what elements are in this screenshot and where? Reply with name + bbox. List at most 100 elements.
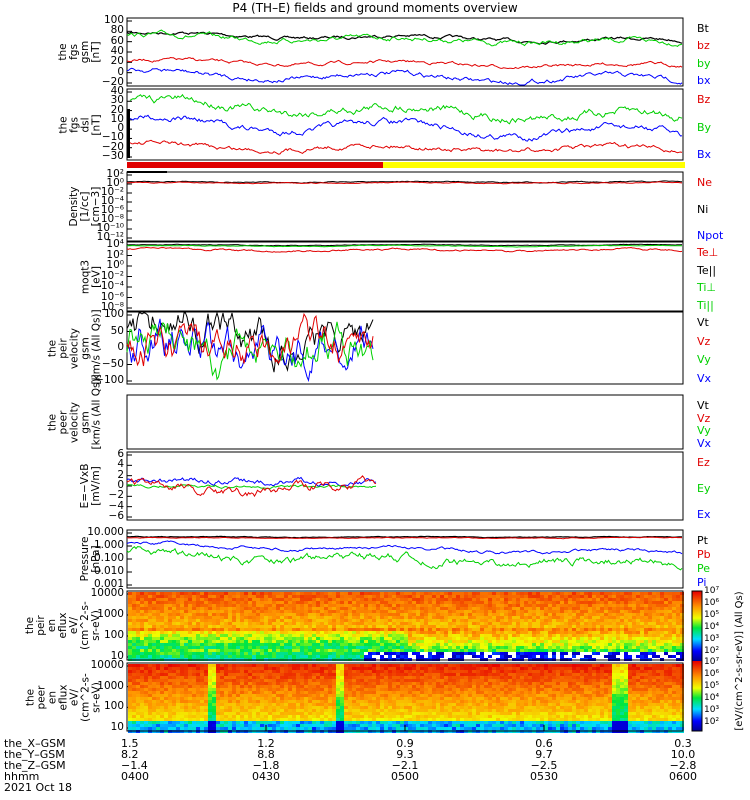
spectrogram-cell: [624, 592, 628, 595]
spectrogram-cell: [368, 718, 372, 721]
spectrogram-cell: [340, 685, 344, 688]
spectrogram-cell: [488, 625, 492, 628]
spectrogram-cell: [292, 628, 296, 631]
spectrogram-cell: [344, 595, 348, 598]
spectrogram-cell: [196, 598, 200, 601]
spectrogram-cell: [192, 679, 196, 682]
spectrogram-cell: [560, 625, 564, 628]
spectrogram-cell: [472, 598, 476, 601]
spectrogram-cell: [340, 721, 344, 724]
spectrogram-cell: [324, 652, 328, 655]
spectrogram-cell: [132, 610, 136, 613]
spectrogram-cell: [552, 598, 556, 601]
spectrogram-cell: [248, 676, 252, 679]
spectrogram-cell: [176, 628, 180, 631]
spectrogram-cell: [300, 628, 304, 631]
spectrogram-cell: [372, 622, 376, 625]
spectrogram-cell: [288, 610, 292, 613]
spectrogram-cell: [388, 706, 392, 709]
spectrogram-cell: [144, 721, 148, 724]
spectrogram-cell: [436, 616, 440, 619]
spectrogram-cell: [340, 718, 344, 721]
spectrogram-cell: [192, 724, 196, 727]
spectrogram-cell: [680, 649, 684, 652]
spectrogram-cell: [192, 706, 196, 709]
spectrogram-cell: [508, 610, 512, 613]
spectrogram-cell: [416, 598, 420, 601]
spectrogram-cell: [308, 688, 312, 691]
spectrogram-cell: [380, 724, 384, 727]
spectrogram-cell: [576, 613, 580, 616]
spectrogram-cell: [128, 607, 132, 610]
spectrogram-cell: [260, 727, 264, 730]
spectrogram-cell: [156, 724, 160, 727]
spectrogram-cell: [184, 682, 188, 685]
spectrogram-cell: [204, 616, 208, 619]
spectrogram-cell: [260, 595, 264, 598]
spectrogram-cell: [260, 634, 264, 637]
spectrogram-cell: [476, 601, 480, 604]
spectrogram-cell: [208, 601, 212, 604]
spectrogram-cell: [400, 619, 404, 622]
spectrogram-cell: [572, 604, 576, 607]
spectrogram-cell: [612, 622, 616, 625]
spectrogram-cell: [288, 619, 292, 622]
spectrogram-cell: [236, 679, 240, 682]
spectrogram-cell: [228, 649, 232, 652]
spectrogram-cell: [340, 598, 344, 601]
spectrogram-cell: [516, 610, 520, 613]
spectrogram-cell: [192, 655, 196, 658]
spectrogram-cell: [268, 679, 272, 682]
spectrogram-cell: [204, 709, 208, 712]
spectrogram-cell: [356, 679, 360, 682]
spectrogram-cell: [516, 592, 520, 595]
spectrogram-cell: [132, 634, 136, 637]
spectrogram-cell: [136, 670, 140, 673]
spectrogram-cell: [228, 637, 232, 640]
spectrogram-cell: [456, 643, 460, 646]
spectrogram-cell: [360, 604, 364, 607]
spectrogram-cell: [148, 709, 152, 712]
spectrogram-cell: [536, 592, 540, 595]
spectrogram-cell: [288, 643, 292, 646]
spectrogram-cell: [488, 646, 492, 649]
spectrogram-cell: [388, 679, 392, 682]
spectrogram-cell: [136, 688, 140, 691]
spectrogram-cell: [176, 592, 180, 595]
spectrogram-cell: [368, 640, 372, 643]
spectrogram-cell: [228, 595, 232, 598]
spectrogram-cell: [364, 709, 368, 712]
spectrogram-cell: [276, 709, 280, 712]
spectrogram-cell: [536, 637, 540, 640]
spectrogram-cell: [496, 640, 500, 643]
spectrogram-cell: [196, 721, 200, 724]
spectrogram-cell: [296, 634, 300, 637]
spectrogram-cell: [380, 709, 384, 712]
spectrogram-cell: [320, 625, 324, 628]
spectrogram-cell: [608, 616, 612, 619]
spectrogram-cell: [452, 634, 456, 637]
spectrogram-cell: [680, 622, 684, 625]
spectrogram-cell: [176, 721, 180, 724]
spectrogram-cell: [384, 694, 388, 697]
spectrogram-cell: [612, 604, 616, 607]
spectrogram-cell: [312, 709, 316, 712]
spectrogram-cell: [388, 697, 392, 700]
spectrogram-cell: [616, 598, 620, 601]
spectrogram-cell: [216, 688, 220, 691]
spectrogram-cell: [288, 592, 292, 595]
spectrogram-cell: [648, 598, 652, 601]
spectrogram-cell: [180, 595, 184, 598]
spectrogram-cell: [232, 694, 236, 697]
spectrogram-cell: [128, 670, 132, 673]
spectrogram-cell: [308, 634, 312, 637]
spectrogram-cell: [144, 676, 148, 679]
spectrogram-cell: [384, 628, 388, 631]
spectrogram-cell: [252, 625, 256, 628]
spectrogram-cell: [372, 625, 376, 628]
spectrogram-cell: [416, 628, 420, 631]
spectrogram-cell: [528, 628, 532, 631]
spectrogram-cell: [176, 667, 180, 670]
spectrogram-cell: [300, 700, 304, 703]
spectrogram-cell: [588, 622, 592, 625]
